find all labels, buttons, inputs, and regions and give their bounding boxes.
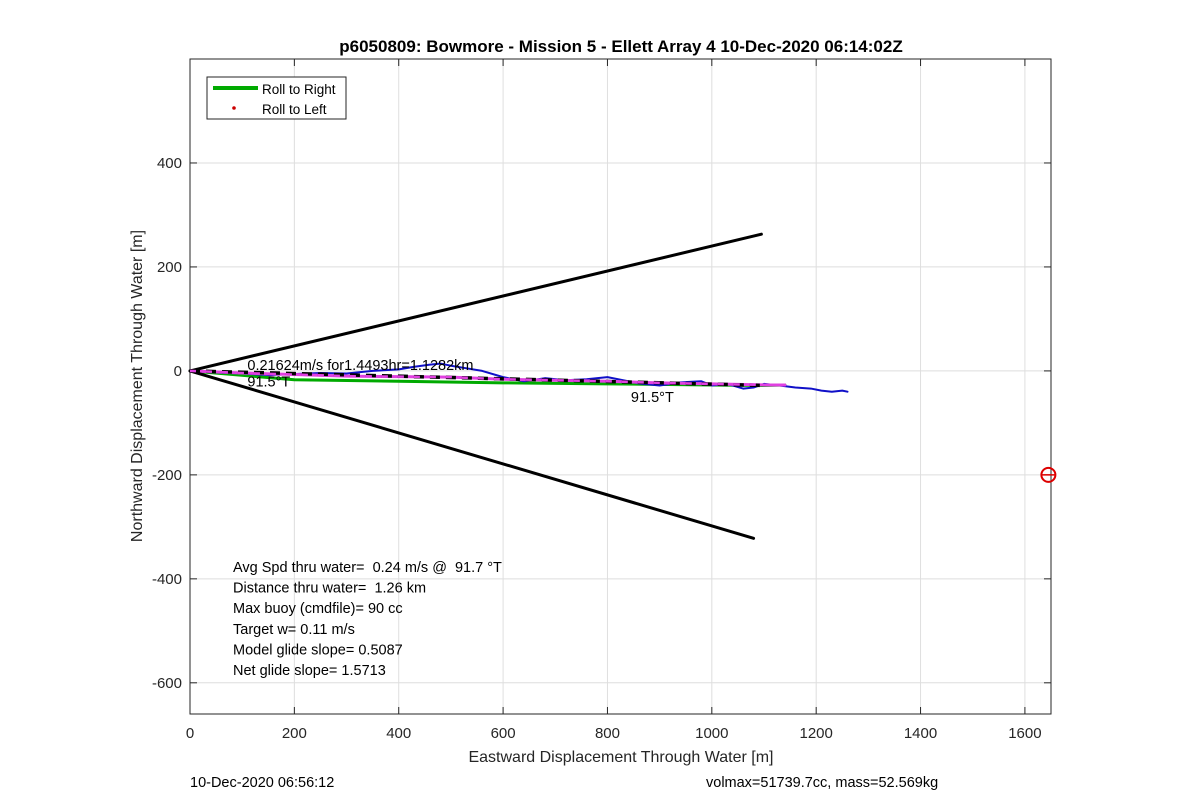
y-tick-label: -200	[152, 467, 182, 484]
chart-title: p6050809: Bowmore - Mission 5 - Ellett A…	[339, 37, 902, 56]
series-cone-upper	[188, 232, 763, 373]
x-tick-label: 1600	[1008, 725, 1041, 742]
x-tick-label: 600	[491, 725, 516, 742]
y-tick-label: 200	[157, 259, 182, 276]
legend-box	[206, 76, 347, 120]
legend-label-roll-right: Roll to Right	[262, 82, 336, 97]
axis-ticks: 0 200 400 600 800 1000 1200 1400 1600 -600 -400 -20…	[152, 59, 1051, 742]
y-tick-label: -400	[152, 571, 182, 588]
y-tick-label: -600	[152, 675, 182, 692]
y-tick-label: 0	[174, 363, 182, 380]
x-tick-label: 1200	[799, 725, 832, 742]
stats-block: Avg Spd thru water= 0.24 m/s @ 91.7 °T Di…	[233, 560, 502, 679]
stat-line-5: Model glide slope= 0.5087	[233, 642, 403, 658]
annotation-2: 91.5°T	[247, 375, 290, 391]
annotations: 0.21624m/s for1.4493hr=1.1282km91.5°T91.…	[247, 358, 674, 406]
y-tick-label: 400	[157, 155, 182, 172]
stat-line-1: Avg Spd thru water= 0.24 m/s @ 91.7 °T	[233, 560, 502, 576]
stat-line-3: Max buoy (cmdfile)= 90 cc	[233, 601, 403, 617]
x-tick-label: 200	[282, 725, 307, 742]
y-axis-label: Northward Displacement Through Water [m]	[129, 230, 146, 542]
data-series	[188, 232, 849, 540]
x-tick-label: 0	[186, 725, 194, 742]
legend-label-roll-left: Roll to Left	[262, 102, 327, 117]
footer-timestamp: 10-Dec-2020 06:56:12	[190, 775, 334, 791]
annotation-1: 0.21624m/s for1.4493hr=1.1282km	[247, 358, 473, 374]
stat-line-4: Target w= 0.11 m/s	[233, 622, 355, 638]
x-tick-label: 1400	[904, 725, 937, 742]
x-tick-label: 400	[386, 725, 411, 742]
axes-box	[189, 58, 1052, 715]
legend-dot-roll-left	[232, 106, 236, 110]
footer-volmax-mass: volmax=51739.7cc, mass=52.569kg	[706, 775, 938, 791]
x-tick-label: 800	[595, 725, 620, 742]
x-tick-label: 1000	[695, 725, 728, 742]
stat-line-6: Net glide slope= 1.5713	[233, 663, 386, 679]
annotation-3: 91.5°T	[631, 390, 674, 406]
series-cone-lower	[188, 369, 756, 540]
x-axis-label: Eastward Displacement Through Water [m]	[468, 749, 773, 766]
legend: Roll to Right Roll to Left	[206, 76, 347, 120]
marker-layer	[1040, 466, 1057, 483]
stat-line-2: Distance thru water= 1.26 km	[233, 581, 426, 597]
